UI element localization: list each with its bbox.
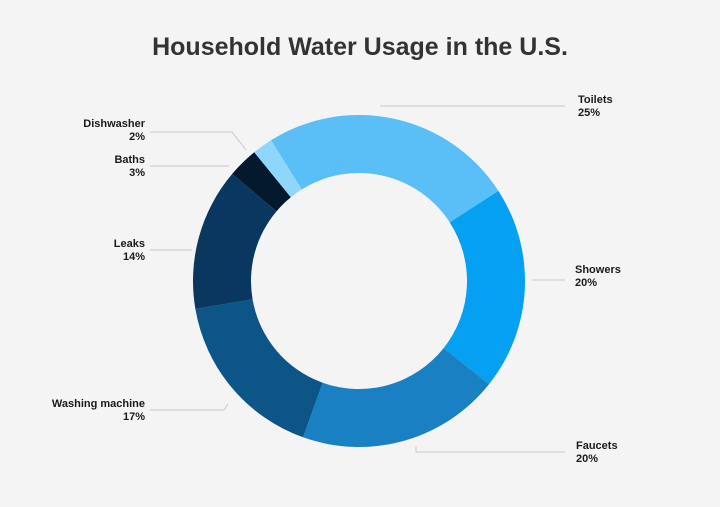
leader-line-faucets [415, 446, 565, 453]
leader-line-dishwasher [150, 131, 247, 151]
value-showers: 20% [575, 277, 597, 289]
value-baths: 3% [129, 167, 145, 179]
label-baths: Baths [114, 154, 145, 166]
value-toilets: 25% [578, 107, 600, 119]
chart-title: Household Water Usage in the U.S. [152, 33, 568, 61]
value-dishwasher: 2% [129, 131, 145, 143]
value-washing-machine: 17% [123, 411, 145, 423]
label-toilets: Toilets [578, 94, 613, 106]
slice-leaks [193, 173, 277, 310]
slice-showers [443, 190, 525, 385]
label-dishwasher: Dishwasher [83, 118, 145, 130]
slice-faucets [303, 348, 490, 447]
label-showers: Showers [575, 264, 621, 276]
slice-toilets [271, 114, 499, 223]
slice-washing-machine [195, 299, 323, 438]
slice-dishwasher [254, 140, 302, 198]
label-washing-machine: Washing machine [52, 398, 145, 410]
label-leaks: Leaks [114, 238, 145, 250]
leader-line-washing-machine [150, 403, 229, 411]
label-faucets: Faucets [576, 440, 618, 452]
slice-baths [232, 152, 291, 212]
value-leaks: 14% [123, 251, 145, 263]
value-faucets: 20% [576, 453, 598, 465]
